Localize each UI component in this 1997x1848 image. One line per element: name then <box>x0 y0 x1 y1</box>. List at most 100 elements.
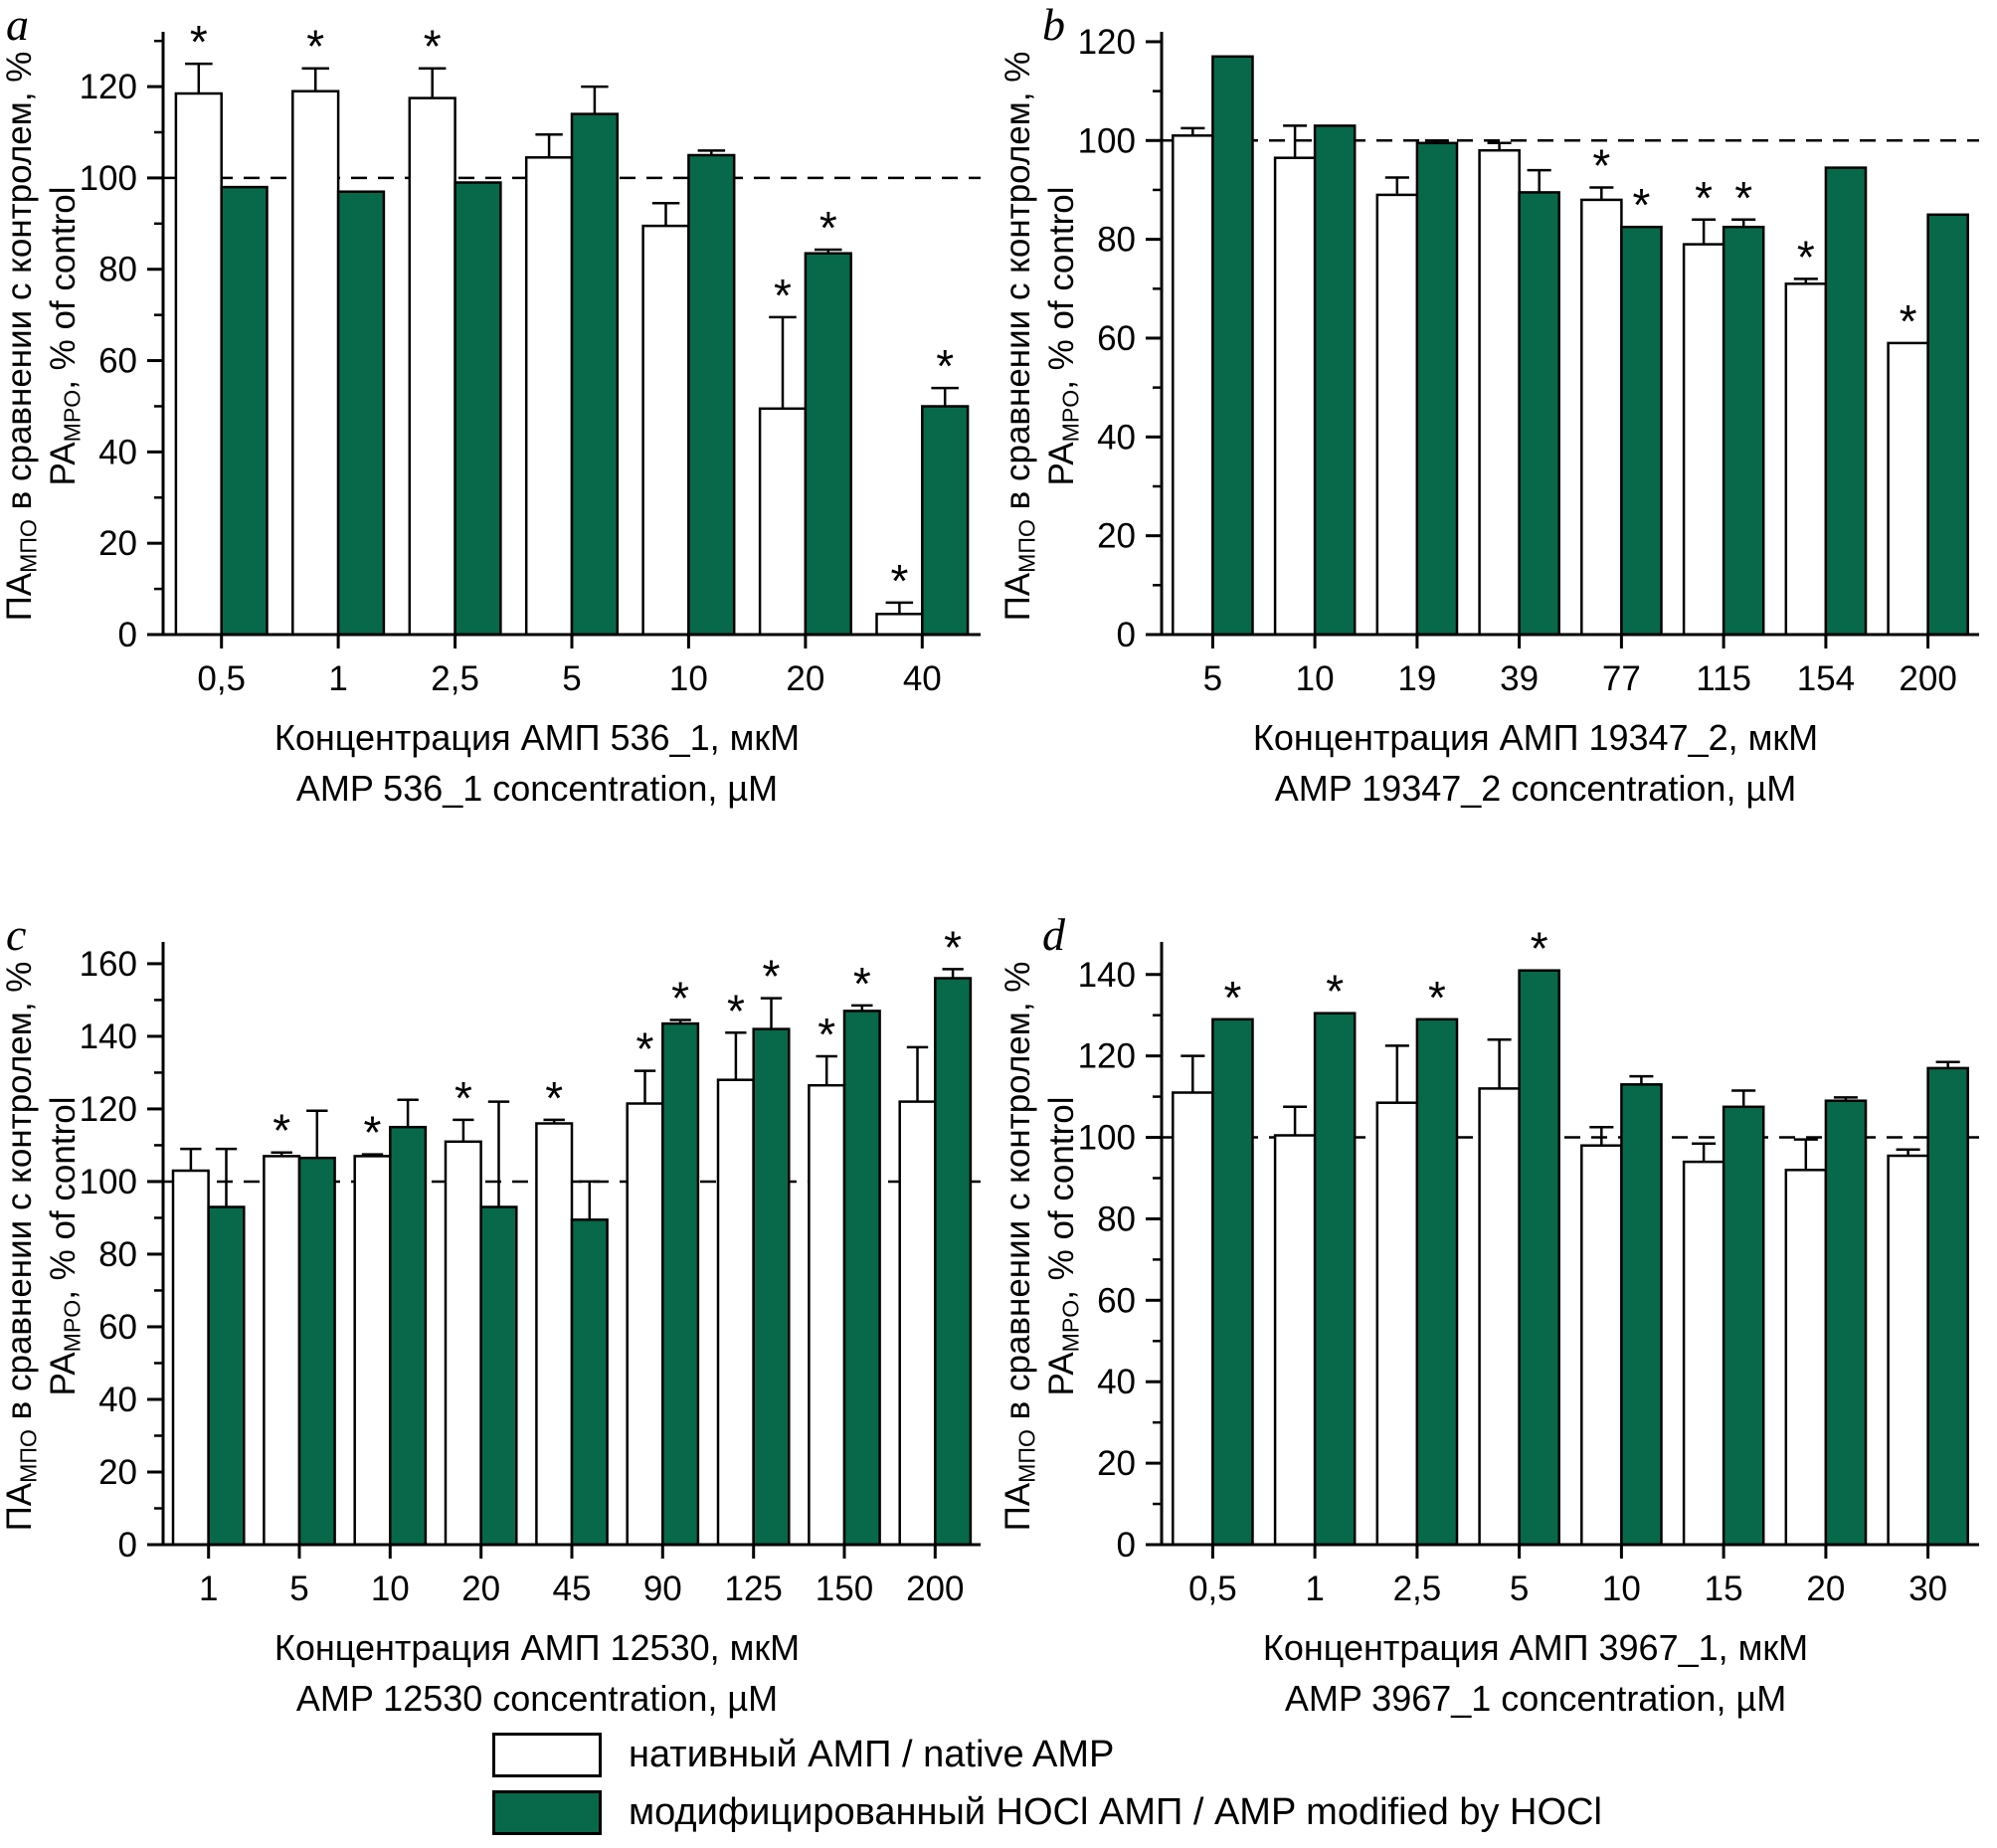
legend-label-modified: модифицированный HOCl АМП / AMP modified… <box>629 1791 1602 1833</box>
bar-chart-a: * * * * * * * 0 20 40 60 80 100 120 0,5 1 2,5 5 10 20 40 <box>80 16 981 698</box>
y-tick-label: 100 <box>1078 121 1136 160</box>
significance-star: * <box>936 340 954 392</box>
bar-native-39 <box>1478 148 1521 637</box>
x-category-label: 0,5 <box>1188 1570 1237 1608</box>
bar-native-20 <box>758 407 808 637</box>
bar-native-115 <box>1682 243 1725 637</box>
bar-modified-20 <box>479 1205 518 1547</box>
x-axis-title-en: AMP 12530 concentration, µM <box>295 1678 779 1720</box>
bar-modified-200 <box>934 977 973 1547</box>
x-category-label: 150 <box>816 1570 873 1608</box>
significance-star: * <box>1695 172 1713 224</box>
significance-star: * <box>1900 295 1917 347</box>
y-axis-label: ПАМПО в сравнении с контролем, % PAMPO, … <box>998 30 1084 643</box>
y-tick-label: 140 <box>80 1017 137 1056</box>
significance-star: * <box>1531 923 1548 975</box>
panel-a: a ПАМПО в сравнении с контролем, % PAMPO… <box>0 0 998 900</box>
y-tick-label: 120 <box>1078 1037 1136 1076</box>
legend-item-native: нативный АМП / native AMP <box>492 1733 1602 1777</box>
x-category-label: 10 <box>1602 1570 1641 1608</box>
bar-modified-2,5 <box>454 181 502 637</box>
y-tick-label: 80 <box>98 1235 137 1274</box>
x-category-label: 20 <box>786 659 824 698</box>
x-category-label: 5 <box>289 1570 308 1608</box>
significance-star: * <box>890 555 908 607</box>
bar-native-5 <box>263 1155 301 1547</box>
bar-native-20 <box>444 1140 482 1547</box>
bar-native-5 <box>524 156 574 637</box>
bar-chart-d: * * * * 0 20 40 60 80 100 120 140 0,5 1 2,5 5 10 15 20 30 <box>1078 923 1979 1608</box>
bar-modified-200 <box>1926 213 1969 637</box>
x-category-label: 10 <box>371 1570 410 1608</box>
bar-native-45 <box>535 1122 574 1547</box>
y-axis-label-en-subscript: MPO <box>59 389 86 443</box>
y-tick-label: 0 <box>1117 1526 1136 1565</box>
x-category-label: 2,5 <box>431 659 479 698</box>
bar-native-19 <box>1375 193 1419 637</box>
significance-star: * <box>763 951 781 1003</box>
panel-b: b ПАМПО в сравнении с контролем, % PAMPO… <box>998 0 1997 900</box>
y-tick-label: 60 <box>1097 319 1136 358</box>
bar-modified-45 <box>570 1218 609 1547</box>
bar-modified-5 <box>297 1156 336 1547</box>
y-axis-label-en-subscript: MPO <box>59 1299 86 1353</box>
y-tick-label: 120 <box>80 1090 137 1129</box>
y-tick-label: 60 <box>98 342 137 381</box>
legend: нативный АМП / native AMP модифицированн… <box>492 1733 1602 1848</box>
bar-modified-10 <box>1313 124 1357 637</box>
y-axis-label-ru: ПАМПО в сравнении с контролем, % <box>0 961 42 1532</box>
y-axis-label: ПАМПО в сравнении с контролем, % PAMPO, … <box>998 940 1084 1553</box>
significance-star: * <box>1734 172 1752 224</box>
panel-letter-b: b <box>1042 0 1065 50</box>
y-axis-label-en-subscript: MPO <box>1057 1299 1084 1353</box>
bar-modified-77 <box>1620 225 1663 637</box>
x-category-label: 200 <box>906 1570 964 1608</box>
significance-star: * <box>727 985 745 1036</box>
y-tick-label: 120 <box>80 68 137 106</box>
bar-modified-150 <box>842 1010 881 1547</box>
panel-c: c ПАМПО в сравнении с контролем, % PAMPO… <box>0 910 998 1810</box>
bar-native-1 <box>291 90 340 637</box>
significance-star: * <box>272 1105 290 1157</box>
bar-chart-b: * * * * * * 0 20 40 60 80 100 120 5 10 19 39 77 115 154 200 <box>1078 23 1979 698</box>
x-axis-title-en: AMP 536_1 concentration, µM <box>295 768 779 810</box>
bar-modified-15 <box>1722 1105 1765 1547</box>
significance-star: * <box>774 270 792 321</box>
bar-modified-20 <box>1824 1099 1868 1547</box>
x-category-label: 5 <box>1203 659 1222 698</box>
bar-native-10 <box>641 224 690 637</box>
bar-modified-1 <box>1313 1012 1357 1547</box>
bar-native-0,5 <box>174 92 223 637</box>
y-axis-label-en-subscript: MPO <box>1057 389 1084 443</box>
x-category-label: 77 <box>1602 659 1641 698</box>
bar-modified-154 <box>1824 166 1868 637</box>
significance-star: * <box>944 921 962 973</box>
bar-native-2,5 <box>408 96 456 637</box>
bar-modified-0,5 <box>220 185 269 637</box>
significance-star: * <box>364 1107 382 1159</box>
bar-modified-5 <box>1211 55 1254 637</box>
y-tick-label: 80 <box>1097 221 1136 260</box>
y-tick-label: 20 <box>98 524 137 563</box>
y-tick-label: 160 <box>80 945 137 984</box>
bar-modified-19 <box>1415 141 1459 637</box>
y-tick-label: 60 <box>1097 1281 1136 1320</box>
y-tick-label: 60 <box>98 1308 137 1347</box>
bar-native-30 <box>1887 1154 1929 1547</box>
x-category-label: 30 <box>1908 1570 1947 1608</box>
x-axis-title-ru: Концентрация АМП 19347_2, мкМ <box>1252 717 1819 758</box>
significance-star: * <box>424 21 442 73</box>
bar-modified-10 <box>389 1125 428 1547</box>
bar-modified-1 <box>336 190 386 637</box>
x-category-label: 40 <box>903 659 942 698</box>
significance-star: * <box>636 1023 654 1075</box>
bar-native-1 <box>1273 1134 1317 1547</box>
bar-modified-0,5 <box>1211 1017 1254 1547</box>
legend-label-native: нативный АМП / native AMP <box>629 1734 1115 1775</box>
x-axis-title-en: AMP 3967_1 concentration, µM <box>1284 1678 1787 1720</box>
significance-star: * <box>1428 972 1446 1023</box>
y-tick-label: 20 <box>98 1453 137 1492</box>
legend-swatch-modified <box>492 1790 602 1835</box>
x-axis-title: Концентрация АМП 536_1, мкМ AMP 536_1 co… <box>149 712 925 814</box>
y-axis-label-ru: ПАМПО в сравнении с контролем, % <box>998 51 1040 622</box>
